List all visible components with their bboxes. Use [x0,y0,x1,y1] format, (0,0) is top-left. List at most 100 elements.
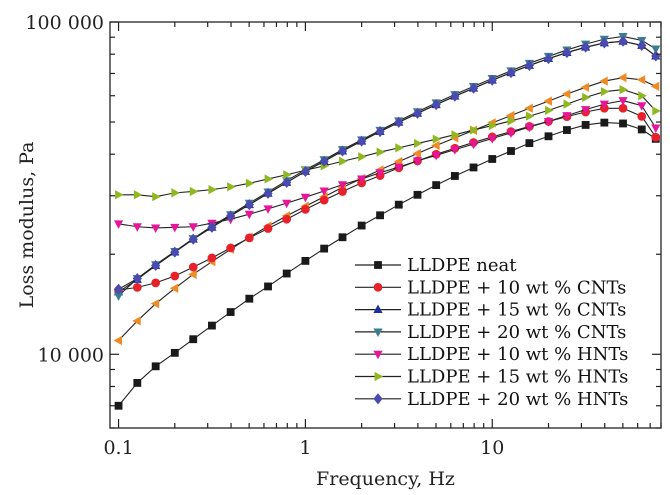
data-point [337,181,348,190]
x-tick-label: 0.1 [103,437,133,459]
data-point [263,224,273,233]
data-point [319,195,329,205]
data-point [487,135,497,144]
data-point [618,103,628,113]
data-point [113,335,122,346]
data-point [133,379,142,387]
legend-label: LLDPE + 20 wt % HNTs [407,389,628,410]
data-point [244,199,254,211]
data-point [263,205,273,214]
data-point [618,35,628,47]
plot-frame [109,21,662,429]
data-point [264,282,272,291]
data-point [637,125,646,134]
series-line [118,89,657,198]
data-point [226,308,235,316]
data-point [114,401,123,410]
data-point [412,148,421,159]
data-point [561,89,571,99]
legend-marker [373,350,383,360]
data-point [651,124,661,133]
data-point [599,100,609,110]
series-3 [113,36,661,296]
data-point [394,116,404,128]
y-tick-label: 10 000 [38,344,104,366]
data-point [282,176,292,188]
data-point [189,186,199,197]
data-point [468,82,479,94]
data-point [208,185,217,195]
data-point [524,103,533,113]
data-point [282,269,291,278]
data-point [525,139,534,148]
data-point [358,152,367,162]
data-point [651,132,661,142]
data-point [188,262,198,272]
data-point [244,210,254,220]
ticks-layer: 0.1 1 10 10 000 100 000 [25,12,662,459]
series-line [118,107,657,291]
data-point [189,335,198,344]
data-point [170,223,180,233]
data-point [375,126,385,138]
series-2 [114,103,661,295]
legend-label: LLDPE + 10 wt % HNTs [407,344,628,365]
data-point [338,233,347,242]
data-point [151,278,161,288]
data-point [376,147,386,157]
data-point [188,233,198,245]
data-point [150,299,160,309]
data-point [619,84,629,95]
series-1 [114,118,660,410]
data-point [226,243,236,253]
legend-label: LLDPE + 20 wt % CNTs [407,322,626,343]
data-point [319,155,329,167]
legend-label: LLDPE + 15 wt % HNTs [407,367,628,388]
x-tick-label: 10 [480,437,504,459]
data-point [488,120,498,131]
data-point [207,221,217,233]
data-point [432,181,441,189]
data-point [319,187,329,197]
data-point [357,175,367,185]
data-point [171,188,180,198]
data-point [431,99,441,111]
data-point [300,165,311,177]
data-point [636,75,646,85]
data-point [469,163,478,172]
data-point [468,140,479,150]
data-point [543,118,554,127]
data-point [580,82,590,92]
data-point [226,210,236,222]
data-point [600,118,609,127]
data-point [394,163,404,173]
data-point [506,67,516,79]
data-point [581,41,591,53]
data-point [431,140,440,151]
data-point [300,193,311,203]
data-point [375,169,385,178]
data-point [245,294,254,303]
data-point [412,107,423,119]
data-point [562,47,572,59]
data-point [170,246,180,258]
data-point [263,187,273,199]
data-point [525,111,535,121]
data-point [152,192,161,202]
data-point [582,92,591,103]
legend-label: LLDPE + 15 wt % CNTs [407,300,626,321]
data-point [188,269,197,279]
data-point [431,151,441,161]
data-point [524,123,534,133]
data-point [507,116,517,126]
data-point [207,253,217,263]
data-point [545,105,554,115]
legend-marker [373,393,383,405]
legend-label: LLDPE + 10 wt % CNTs [407,277,626,298]
legend-label: LLDPE neat [407,255,517,276]
data-point [637,102,647,111]
data-point [169,283,179,293]
data-point [113,292,124,301]
data-point [637,111,647,121]
